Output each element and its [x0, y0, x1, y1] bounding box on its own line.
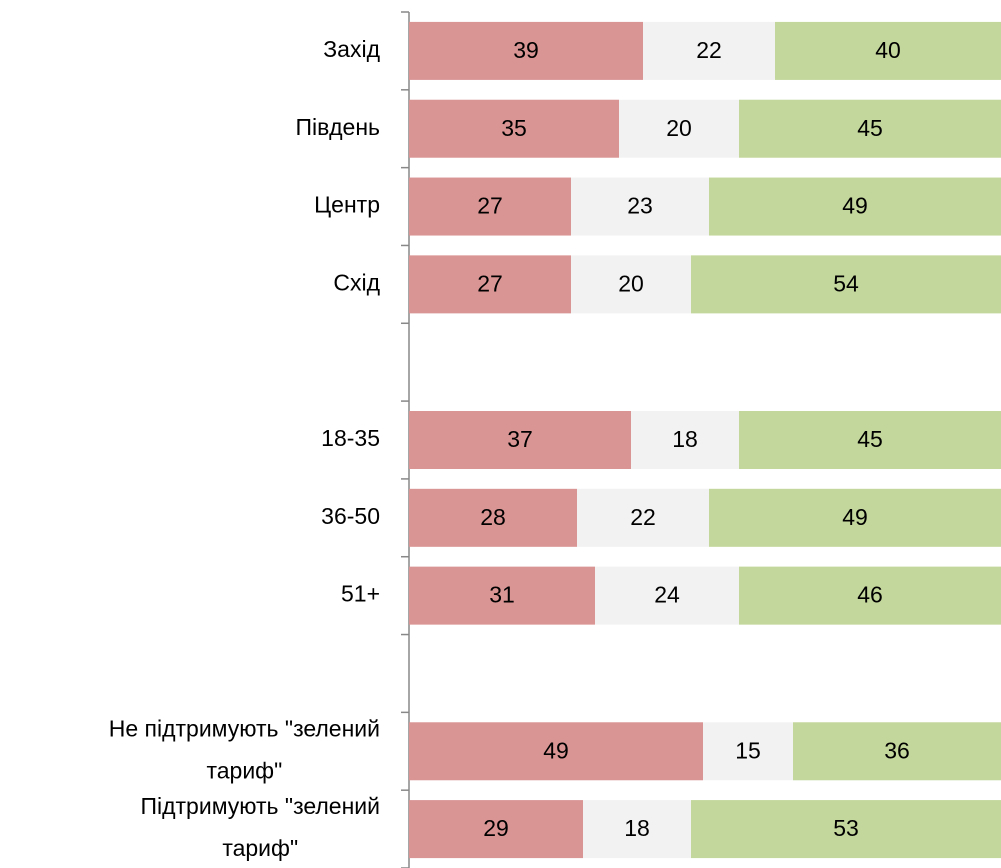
bar-segment [409, 255, 571, 314]
bar-segment [619, 99, 739, 158]
bar-segment [409, 21, 643, 80]
data-label: 45 [857, 115, 883, 141]
bar-segment [571, 255, 691, 314]
data-label: 28 [480, 504, 506, 530]
data-label: 29 [483, 815, 509, 841]
y-tick-label: Захід [323, 36, 380, 62]
data-label: 22 [696, 37, 722, 63]
bar-segment [739, 411, 1001, 469]
bar-segment [409, 411, 631, 469]
data-label: 23 [627, 193, 653, 219]
data-label: 39 [513, 37, 539, 63]
y-tick-label: 18-35 [321, 425, 380, 451]
data-label: 45 [857, 426, 883, 452]
data-label: 40 [875, 37, 901, 63]
y-tick-label: Схід [333, 269, 380, 295]
bar-segment [793, 722, 1001, 781]
bar-segment [409, 99, 619, 158]
data-label: 18 [624, 815, 650, 841]
data-label: 36 [884, 737, 910, 763]
data-label: 22 [630, 504, 656, 530]
bar-segment [709, 488, 1001, 547]
data-label: 49 [842, 504, 868, 530]
bar-segment [583, 800, 691, 859]
data-label: 18 [672, 426, 698, 452]
bar-segment [691, 255, 1001, 314]
bar-segment [577, 488, 709, 547]
data-label: 31 [489, 582, 515, 608]
data-label: 54 [833, 270, 859, 296]
bar-segment [409, 566, 595, 625]
bar-segment [643, 21, 775, 80]
bar-segment [571, 177, 709, 236]
bar-segment [691, 800, 1001, 859]
data-label: 49 [842, 193, 868, 219]
bar-segment [631, 411, 739, 469]
y-tick-label: Південь [296, 114, 381, 140]
data-label: 53 [833, 815, 859, 841]
y-tick-label: Підтримують "зелений тариф" [140, 793, 380, 861]
bar-segment [409, 722, 703, 781]
bar-segment [709, 177, 1001, 236]
bar-segment [595, 566, 739, 625]
data-label: 37 [507, 426, 533, 452]
bar-segment [409, 488, 577, 547]
y-tick-label: 51+ [341, 581, 380, 607]
y-tick-label: Центр [314, 192, 380, 218]
data-label: 27 [477, 270, 503, 296]
y-tick-label: Не підтримують "зелений тариф" [109, 715, 380, 783]
data-label: 15 [735, 737, 761, 763]
data-label: 24 [654, 582, 680, 608]
data-label: 20 [666, 115, 692, 141]
data-label: 27 [477, 193, 503, 219]
bar-segment [739, 566, 1001, 625]
y-tick-label: 36-50 [321, 503, 380, 529]
data-label: 35 [501, 115, 527, 141]
data-label: 20 [618, 270, 644, 296]
data-label: 49 [543, 737, 569, 763]
bar-segment [775, 21, 1001, 80]
bar-segment [409, 800, 583, 859]
bar-segment [409, 177, 571, 236]
bar-segment [703, 722, 793, 781]
data-label: 46 [857, 582, 883, 608]
bar-segment [739, 99, 1001, 158]
